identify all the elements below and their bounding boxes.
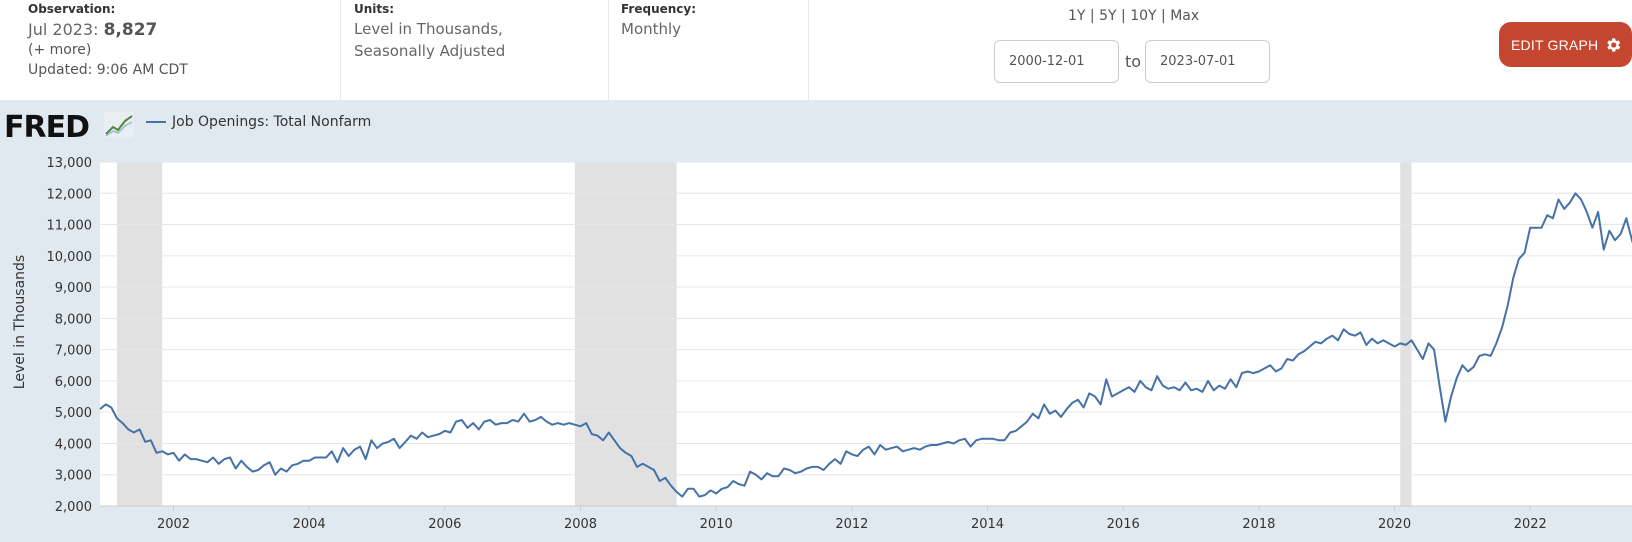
y-tick-label: 5,000	[55, 406, 92, 421]
x-tick-label: 2010	[700, 517, 733, 532]
x-tick-label: 2022	[1514, 517, 1547, 532]
start-date-input[interactable]	[994, 40, 1119, 83]
x-tick-label: 2006	[428, 517, 461, 532]
divider	[608, 0, 609, 100]
range-1y[interactable]: 1Y	[1068, 8, 1086, 24]
recession-band-2	[1400, 162, 1412, 506]
x-tick-label: 2020	[1378, 517, 1411, 532]
edit-graph-label: EDIT GRAPH	[1511, 36, 1599, 53]
line-chart: 2,000 3,000 4,000 5,000 6,000 7,000 8,000 9,000…	[12, 156, 1632, 532]
frequency-panel: Frequency: Monthly	[621, 0, 801, 100]
units-line1: Level in Thousands,	[354, 20, 503, 38]
units-panel: Units: Level in Thousands, Seasonally Ad…	[354, 0, 604, 100]
range-10y[interactable]: 10Y	[1130, 8, 1157, 24]
recession-band-0	[116, 162, 163, 506]
y-tick-label: 13,000	[47, 156, 93, 171]
observation-panel: Observation: Jul 2023: 8,827 (+ more) Up…	[28, 0, 328, 100]
x-tick-label: 2008	[564, 517, 597, 532]
frequency-label: Frequency:	[621, 2, 697, 16]
y-tick-label: 4,000	[55, 437, 92, 452]
y-tick-label: 9,000	[55, 281, 92, 296]
x-tick-label: 2002	[157, 517, 190, 532]
legend-label: Job Openings: Total Nonfarm	[172, 114, 372, 130]
y-tick-label: 6,000	[55, 375, 92, 390]
header-bar: Observation: Jul 2023: 8,827 (+ more) Up…	[0, 0, 1632, 100]
gear-icon	[1607, 37, 1621, 52]
y-axis-label: Level in Thousands	[12, 255, 28, 389]
updated-time: Updated: 9:06 AM CDT	[28, 62, 188, 78]
y-tick-label: 8,000	[55, 312, 92, 327]
more-link[interactable]: (+ more)	[28, 42, 92, 58]
edit-graph-button[interactable]: EDIT GRAPH	[1499, 22, 1632, 67]
date-to-label: to	[1125, 52, 1142, 71]
chart-panel: FRED Job Openings: Total Nonfarm 2,000 3,…	[0, 100, 1632, 542]
end-date-input[interactable]	[1145, 40, 1270, 83]
divider	[340, 0, 341, 100]
units-line2: Seasonally Adjusted	[354, 42, 506, 60]
range-max[interactable]: Max	[1170, 8, 1200, 24]
y-tick-label: 7,000	[55, 344, 92, 359]
divider	[808, 0, 809, 100]
chart-legend: Job Openings: Total Nonfarm	[146, 114, 371, 130]
x-tick-label: 2016	[1107, 517, 1140, 532]
x-tick-label: 2014	[971, 517, 1004, 532]
recession-band-1	[574, 162, 677, 506]
observation-label: Observation:	[28, 2, 116, 16]
observation-date: Jul 2023:	[28, 20, 99, 39]
observation-line: Jul 2023: 8,827	[28, 20, 328, 40]
y-tick-label: 11,000	[47, 219, 93, 234]
legend-swatch	[146, 121, 166, 123]
x-tick-label: 2012	[835, 517, 868, 532]
units-label: Units:	[354, 2, 395, 16]
x-tick-label: 2004	[293, 517, 326, 532]
series-line-job-openings	[99, 192, 1632, 498]
y-tick-label: 10,000	[47, 250, 93, 265]
range-selector: 1Y | 5Y | 10Y | Max	[1068, 8, 1200, 24]
observation-value: 8,827	[103, 20, 158, 40]
frequency-value: Monthly	[621, 20, 682, 38]
y-tick-label: 12,000	[47, 187, 93, 202]
y-tick-label: 3,000	[55, 469, 92, 484]
range-5y[interactable]: 5Y	[1099, 8, 1117, 24]
fred-logo[interactable]: FRED	[4, 110, 90, 145]
fred-chart-icon	[104, 112, 134, 138]
x-tick-label: 2018	[1242, 517, 1275, 532]
y-tick-label: 2,000	[55, 500, 92, 515]
